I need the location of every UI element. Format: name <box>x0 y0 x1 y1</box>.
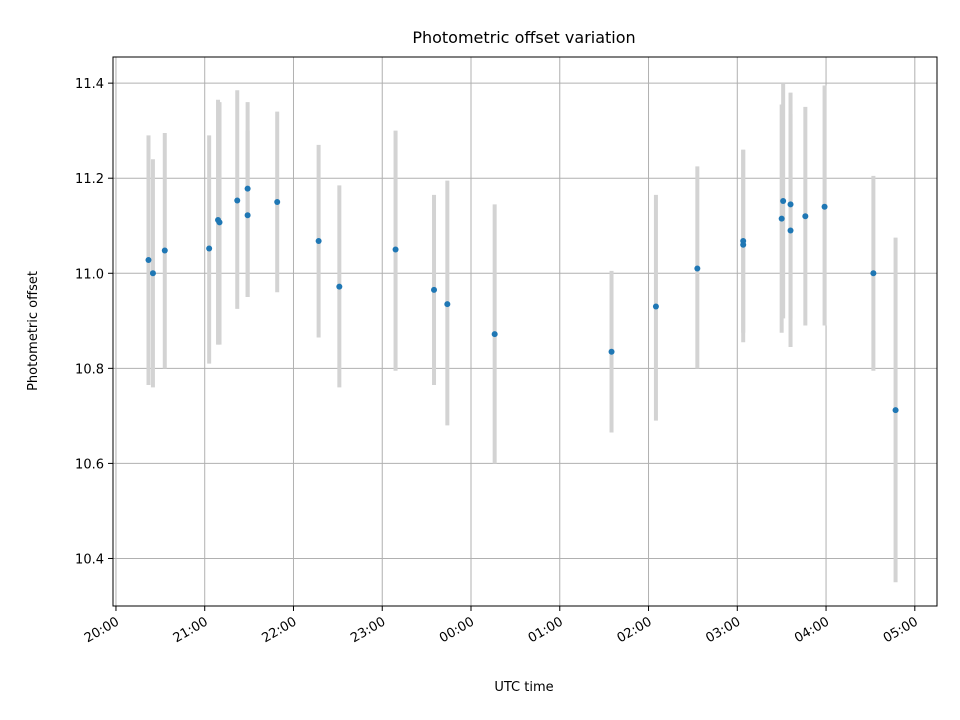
data-point <box>161 247 168 254</box>
data-point <box>787 227 794 234</box>
y-tick-label: 11.0 <box>75 267 104 282</box>
plot-frame <box>112 56 938 607</box>
data-point <box>244 212 251 219</box>
data-point <box>315 237 322 244</box>
data-point <box>206 245 213 252</box>
data-point <box>821 203 828 210</box>
data-point <box>274 198 281 205</box>
data-point <box>491 331 498 338</box>
data-point <box>740 241 747 248</box>
data-point <box>652 303 659 310</box>
data-point <box>694 265 701 272</box>
y-axis-label: Photometric offset <box>26 271 41 391</box>
data-point <box>608 348 615 355</box>
data-point <box>444 301 451 308</box>
data-point <box>244 185 251 192</box>
data-point <box>802 213 809 220</box>
data-point <box>336 283 343 290</box>
grid-lines <box>113 57 937 606</box>
data-point <box>149 270 156 277</box>
y-tick-label: 11.4 <box>75 77 104 92</box>
chart-title: Photometric offset variation <box>412 28 635 47</box>
data-point <box>780 198 787 205</box>
data-point <box>216 219 223 226</box>
data-point <box>145 256 152 263</box>
data-point <box>787 201 794 208</box>
data-point <box>870 270 877 277</box>
data-point <box>392 246 399 253</box>
data-point <box>892 407 899 414</box>
x-axis-label: UTC time <box>494 680 553 695</box>
y-tick-label: 10.4 <box>75 552 104 567</box>
y-tick-label: 10.8 <box>75 362 104 377</box>
y-tick-label: 10.6 <box>75 457 104 472</box>
y-axis-ticks: 10.4 10.6 10.8 11.0 11.2 11.4 <box>75 77 113 567</box>
data-point <box>431 286 438 293</box>
data-points <box>145 185 899 414</box>
data-point <box>234 197 241 204</box>
data-point <box>778 215 785 222</box>
y-tick-label: 11.2 <box>75 172 104 187</box>
